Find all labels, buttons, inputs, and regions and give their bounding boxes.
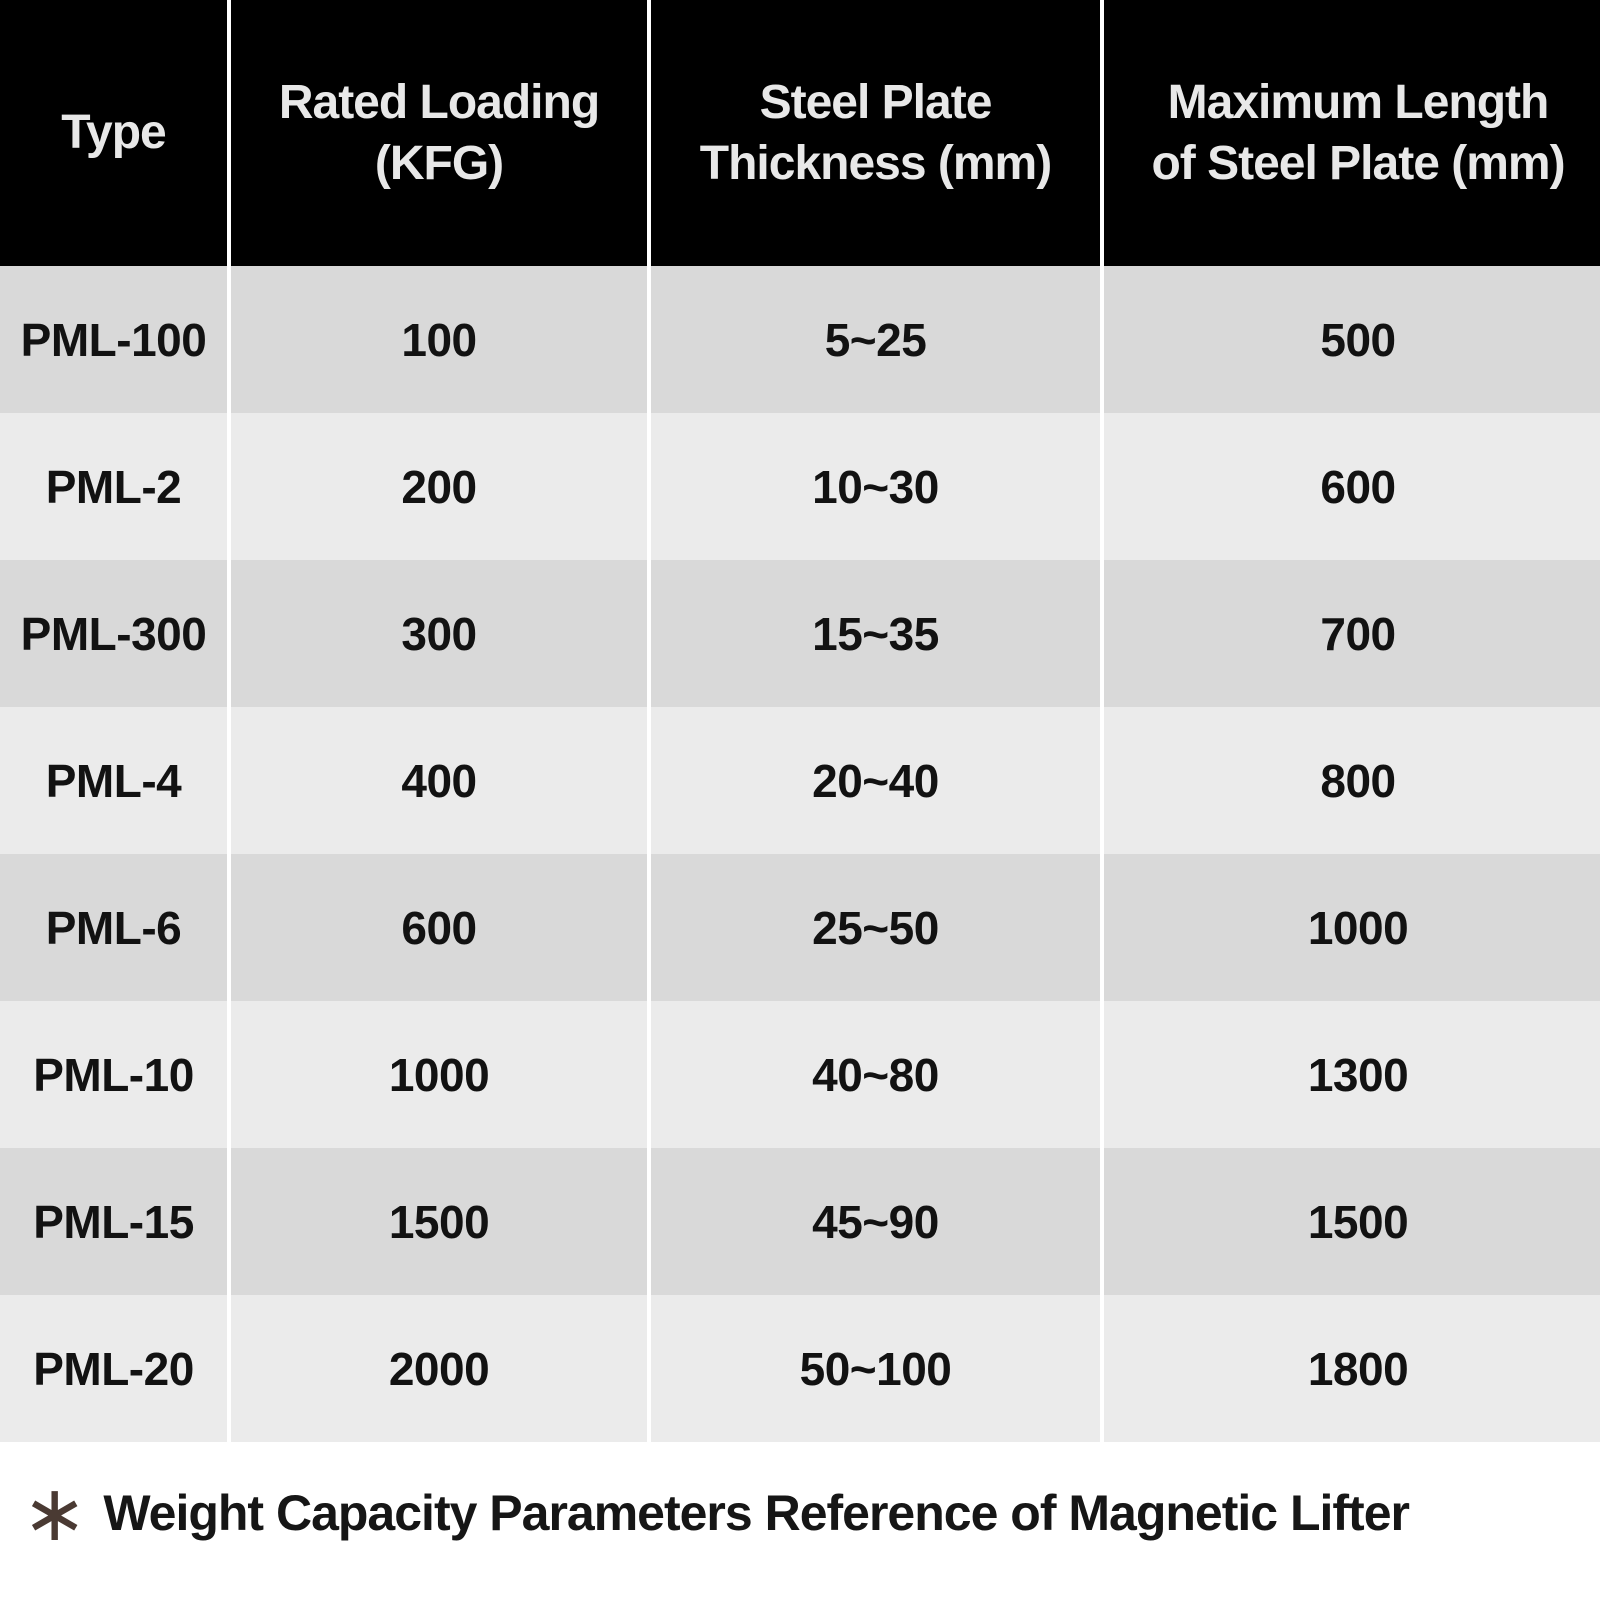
cell-type: PML-4 [0,707,229,854]
cell-max-length: 600 [1100,413,1600,560]
cell-thickness: 45~90 [647,1148,1102,1295]
table-row: PML-300 300 15~35 700 [0,560,1600,707]
cell-rated-loading: 1500 [227,1148,649,1295]
cell-thickness: 5~25 [647,266,1102,413]
cell-max-length: 700 [1100,560,1600,707]
cell-max-length: 1300 [1100,1001,1600,1148]
cell-type: PML-2 [0,413,229,560]
magnetic-lifter-spec-table: Type Rated Loading (KFG) Steel Plate Thi… [0,0,1600,1442]
cell-thickness: 10~30 [647,413,1102,560]
cell-thickness: 15~35 [647,560,1102,707]
asterisk-icon: ∗ [22,1469,88,1557]
table-row: PML-4 400 20~40 800 [0,707,1600,854]
cell-rated-loading: 600 [227,854,649,1001]
cell-max-length: 1000 [1100,854,1600,1001]
cell-max-length: 800 [1100,707,1600,854]
cell-type: PML-100 [0,266,229,413]
col-header-rated-loading: Rated Loading (KFG) [227,0,649,266]
cell-rated-loading: 300 [227,560,649,707]
cell-rated-loading: 400 [227,707,649,854]
cell-type: PML-300 [0,560,229,707]
cell-type: PML-6 [0,854,229,1001]
col-header-steel-plate-thickness: Steel Plate Thickness (mm) [647,0,1102,266]
table-row: PML-15 1500 45~90 1500 [0,1148,1600,1295]
cell-max-length: 1500 [1100,1148,1600,1295]
cell-thickness: 50~100 [647,1295,1102,1442]
header-row: Type Rated Loading (KFG) Steel Plate Thi… [0,0,1600,266]
cell-max-length: 1800 [1100,1295,1600,1442]
col-header-type: Type [0,0,229,266]
cell-max-length: 500 [1100,266,1600,413]
cell-rated-loading: 200 [227,413,649,560]
table-row: PML-10 1000 40~80 1300 [0,1001,1600,1148]
cell-rated-loading: 100 [227,266,649,413]
cell-type: PML-15 [0,1148,229,1295]
cell-type: PML-20 [0,1295,229,1442]
table-row: PML-2 200 10~30 600 [0,413,1600,560]
table-row: PML-100 100 5~25 500 [0,266,1600,413]
cell-thickness: 20~40 [647,707,1102,854]
footnote-text: Weight Capacity Parameters Reference of … [103,1485,1410,1541]
cell-rated-loading: 1000 [227,1001,649,1148]
cell-thickness: 25~50 [647,854,1102,1001]
cell-type: PML-10 [0,1001,229,1148]
cell-thickness: 40~80 [647,1001,1102,1148]
col-header-maximum-length: Maximum Length of Steel Plate (mm) [1100,0,1600,266]
table-row: PML-6 600 25~50 1000 [0,854,1600,1001]
cell-rated-loading: 2000 [227,1295,649,1442]
table-row: PML-20 2000 50~100 1800 [0,1295,1600,1442]
footnote: ∗ Weight Capacity Parameters Reference o… [0,1468,1600,1558]
